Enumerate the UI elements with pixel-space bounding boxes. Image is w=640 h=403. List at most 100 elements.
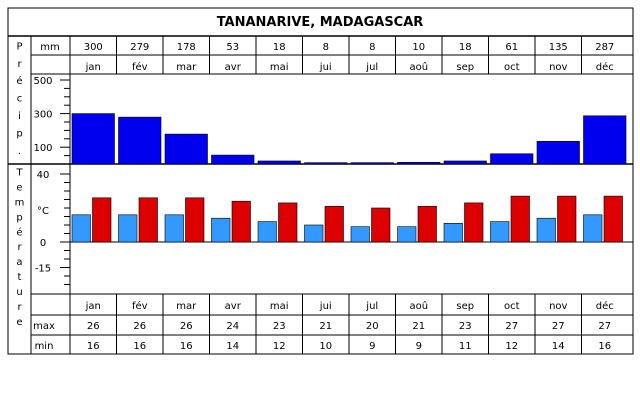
month-label: jul	[365, 62, 378, 73]
chart-title: TANANARIVE, MADAGASCAR	[217, 15, 424, 30]
temp-max-bar	[324, 206, 344, 243]
precip-value-label: 287	[595, 42, 614, 53]
temp-month-label: jul	[365, 301, 378, 312]
precip-tick-label: 100	[33, 143, 52, 154]
min-value-label: 16	[87, 341, 100, 352]
temp-month-label: déc	[596, 300, 614, 312]
temp-min-bar	[536, 217, 556, 243]
month-label: mar	[176, 62, 197, 73]
temp-max-bar	[557, 195, 577, 243]
temp-month-label: jan	[85, 301, 101, 312]
min-value-label: 9	[416, 341, 422, 352]
max-value-label: 21	[412, 321, 425, 332]
precip-value-label: 10	[412, 42, 425, 53]
month-label: avr	[225, 62, 242, 73]
temp-min-bar	[211, 217, 231, 243]
max-value-label: 24	[226, 321, 239, 332]
month-label: jan	[85, 62, 101, 73]
temperature-bars	[71, 195, 623, 243]
month-label: aoû	[409, 61, 428, 73]
precip-bar	[118, 116, 162, 165]
precip-value-label: 279	[130, 42, 149, 53]
precip-value-label: 135	[549, 42, 568, 53]
precip-bar	[536, 141, 580, 165]
precip-tick-label: 500	[33, 76, 52, 87]
temp-side-label-char: é	[16, 226, 22, 238]
temp-side-label-char: p	[16, 212, 22, 223]
precip-bar	[164, 133, 208, 165]
precip-bar	[397, 162, 441, 165]
precip-value-label: 8	[369, 42, 375, 53]
temp-min-bar	[397, 226, 417, 243]
month-label: sep	[456, 62, 474, 73]
temp-month-label: aoû	[409, 300, 428, 312]
min-value-label: 9	[369, 341, 375, 352]
precip-value-label: 178	[177, 42, 196, 53]
temp-max-bar	[603, 195, 623, 243]
temp-max-bar	[464, 202, 484, 243]
min-value-label: 16	[180, 341, 193, 352]
temp-month-label: avr	[225, 301, 242, 312]
precip-value-label: 8	[323, 42, 329, 53]
temp-side-label-char: u	[16, 287, 22, 298]
temp-month-label: oct	[504, 301, 520, 312]
max-value-label: 26	[133, 321, 146, 332]
precip-bar	[443, 160, 487, 165]
temp-max-bar	[510, 195, 530, 243]
min-value-label: 12	[505, 341, 518, 352]
temp-month-label: jui	[319, 301, 332, 312]
temp-side-label-char: e	[16, 317, 22, 328]
temp-min-bar	[350, 226, 370, 243]
min-value-label: 14	[552, 341, 565, 352]
temp-min-bar	[118, 214, 138, 243]
temp-max-bar	[92, 197, 112, 243]
precip-value-label: 53	[226, 42, 239, 53]
precip-value-label: 18	[459, 42, 472, 53]
precip-side-label-char: i	[18, 111, 21, 122]
min-value-label: 14	[226, 341, 239, 352]
temp-month-label: mar	[176, 301, 197, 312]
month-label: déc	[596, 61, 614, 73]
temp-max-bar	[278, 202, 298, 243]
month-label: mai	[270, 62, 289, 73]
precip-side-label-char: P	[16, 41, 22, 52]
precip-bar	[304, 162, 348, 165]
precip-side-label-char: p	[16, 128, 22, 139]
temp-side-label-char: r	[17, 242, 22, 253]
temp-min-bar	[304, 224, 324, 243]
month-label: oct	[504, 62, 520, 73]
precip-bar	[71, 113, 115, 165]
min-value-label: 12	[273, 341, 286, 352]
temp-side-label-char: e	[16, 183, 22, 194]
max-value-label: 21	[319, 321, 332, 332]
month-label: jui	[319, 62, 332, 73]
temp-month-label: sep	[456, 301, 474, 312]
temp-min-bar	[443, 223, 463, 243]
temp-min-bar	[257, 221, 277, 243]
temp-unit-label: °C	[37, 206, 49, 217]
precipitation-bars	[71, 113, 627, 165]
min-value-label: 10	[319, 341, 332, 352]
outer-border	[7, 7, 634, 355]
precip-bar	[211, 154, 255, 165]
max-row-label: max	[33, 321, 55, 332]
precip-unit-label: mm	[40, 42, 59, 53]
temp-max-bar	[371, 207, 391, 243]
max-value-label: 26	[87, 321, 100, 332]
precip-bar	[257, 160, 301, 165]
max-value-label: 20	[366, 321, 379, 332]
temp-side-label-char: T	[15, 168, 23, 179]
month-label: fév	[132, 61, 148, 73]
max-value-label: 27	[552, 321, 565, 332]
precip-value-label: 300	[84, 42, 103, 53]
temp-min-bar	[164, 214, 184, 243]
min-value-label: 16	[133, 341, 146, 352]
max-value-label: 23	[459, 321, 472, 332]
precip-side-label-char: é	[16, 75, 22, 87]
temp-side-label-char: a	[16, 257, 22, 268]
precip-side-label-char: .	[18, 146, 21, 157]
temp-tick-label: -15	[35, 264, 51, 275]
max-value-label: 26	[180, 321, 193, 332]
precip-bar	[583, 115, 627, 165]
